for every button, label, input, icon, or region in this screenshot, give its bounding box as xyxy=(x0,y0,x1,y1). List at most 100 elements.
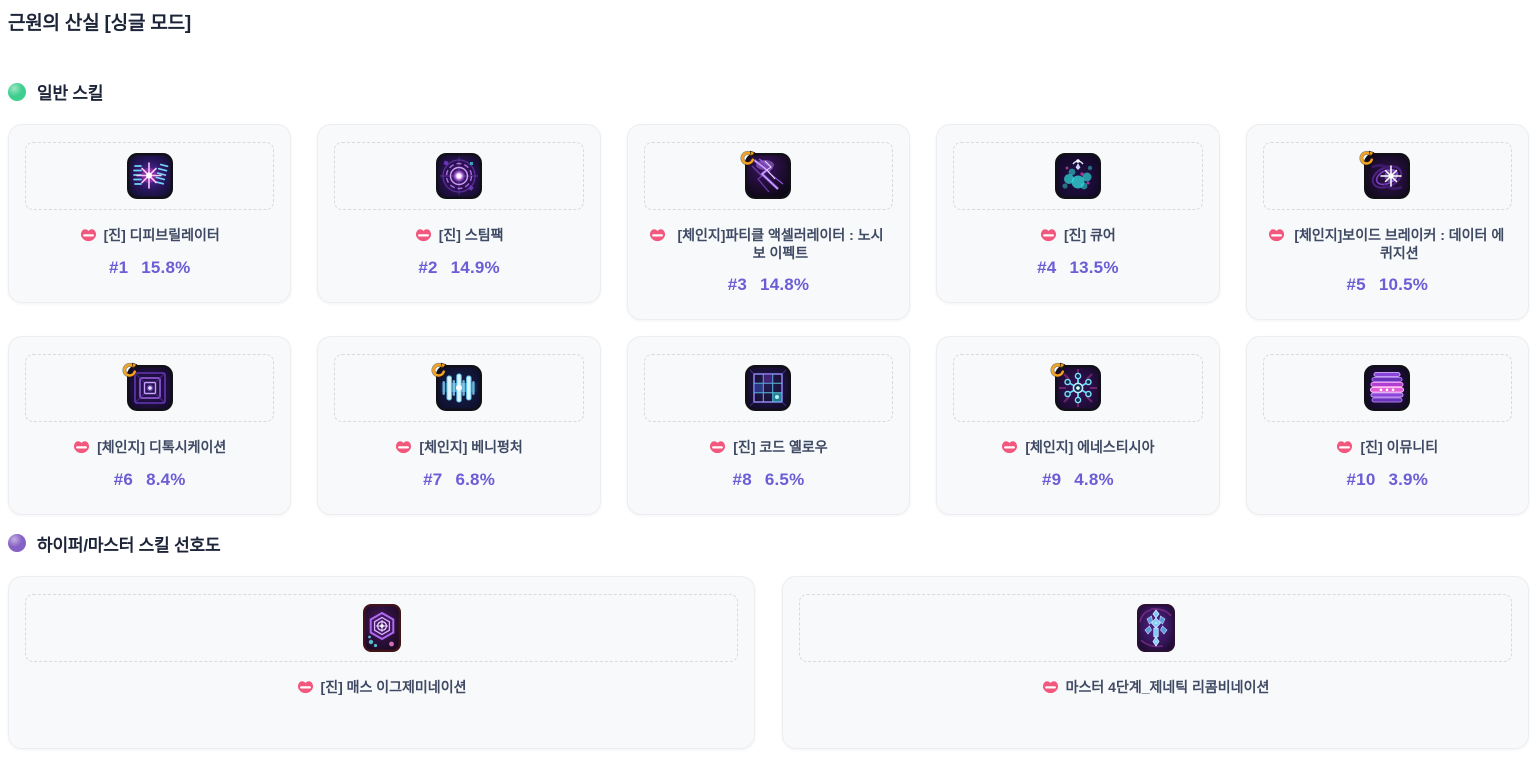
section-header-normal: 일반 스킬 xyxy=(8,79,1529,104)
skill-card: [진] 디피브릴레이터 #1 15.8% xyxy=(8,124,292,303)
rank-percent: 15.8% xyxy=(141,257,191,277)
skill-name-row: [진] 매스 이그제미네이션 xyxy=(25,679,738,697)
skill-name-row: [진] 스팀팩 xyxy=(334,227,583,245)
skill-name: [진] 큐어 xyxy=(1063,227,1116,243)
rank-percent: 3.9% xyxy=(1388,469,1429,489)
skill-icon-frame xyxy=(25,593,738,662)
rank-percent: 13.5% xyxy=(1069,257,1119,277)
rank-number: #4 xyxy=(1037,257,1057,277)
rank-number: #9 xyxy=(1041,469,1062,489)
skill-name: [체인지] 에네스티시아 xyxy=(1025,439,1155,455)
rank-number: #3 xyxy=(727,275,748,294)
venipuncture-icon xyxy=(436,365,483,411)
rank-percent: 10.5% xyxy=(1378,275,1429,294)
skill-name-row: [체인지] 에네스티시아 xyxy=(953,439,1202,457)
skill-name-row: [진] 이뮤니티 xyxy=(1263,439,1512,457)
section-label: 하이퍼/마스터 스킬 선호도 xyxy=(37,535,221,555)
rank-number: #6 xyxy=(113,469,134,489)
lips-icon xyxy=(73,440,90,454)
page-title: 근원의 산실 [싱글 모드] xyxy=(8,13,192,34)
skill-name-row: [체인지] 베니펑처 xyxy=(334,439,583,457)
anesthesia-icon xyxy=(1054,365,1101,411)
skill-card: [체인지] 에네스티시아 #9 4.8% xyxy=(936,336,1220,515)
skill-rank-row: #1 15.8% xyxy=(25,258,274,278)
skill-icon-frame xyxy=(953,354,1203,422)
lips-icon xyxy=(709,440,726,454)
rank-number: #2 xyxy=(418,257,438,277)
section-hyper-master-skills: 하이퍼/마스터 스킬 선호도 [진] 매스 이그제미네이션 마스터 4단계_제네… xyxy=(8,531,1529,749)
lips-icon xyxy=(1040,228,1057,242)
skill-card: [진] 코드 옐로우 #8 6.5% xyxy=(626,336,911,515)
purple-dot-icon xyxy=(8,534,26,552)
void-breaker-icon xyxy=(1364,153,1411,199)
skill-name: [진] 이뮤니티 xyxy=(1360,439,1439,455)
skill-icon-frame xyxy=(1262,354,1512,422)
skill-card: [체인지]파티클 액셀러레이터 : 노시보 이펙트 #3 14.8% xyxy=(626,124,911,320)
change-arrow-icon xyxy=(1359,150,1375,166)
skill-card: [체인지]보이드 브레이커 : 데이터 에퀴지션 #5 10.5% xyxy=(1245,124,1529,320)
skill-card: [진] 매스 이그제미네이션 xyxy=(8,575,755,749)
change-arrow-icon xyxy=(431,362,447,378)
hyper-skill-card-grid: [진] 매스 이그제미네이션 마스터 4단계_제네틱 리콤비네이션 xyxy=(8,575,1529,749)
skill-name: 마스터 4단계_제네틱 리콤비네이션 xyxy=(1065,678,1270,695)
skill-name: [진] 매스 이그제미네이션 xyxy=(320,678,467,695)
skill-name: [체인지]파티클 액셀러레이터 : 노시보 이펙트 xyxy=(677,227,884,261)
lips-icon xyxy=(395,440,412,454)
rank-number: #8 xyxy=(732,469,752,489)
code-yellow-icon xyxy=(745,365,792,411)
lips-icon xyxy=(415,228,432,242)
skill-icon-frame xyxy=(643,142,894,210)
rank-number: #5 xyxy=(1346,275,1366,294)
skill-icon-frame xyxy=(799,593,1512,662)
skill-name: [체인지]보이드 브레이커 : 데이터 에퀴지션 xyxy=(1294,227,1505,261)
skill-icon-frame xyxy=(334,354,584,422)
skill-name-row: [체인지]보이드 브레이커 : 데이터 에퀴지션 xyxy=(1263,227,1512,262)
lips-icon xyxy=(80,228,97,242)
skill-icon-frame xyxy=(953,142,1203,210)
skill-rank-row: #8 6.5% xyxy=(644,470,893,490)
defibrillator-icon xyxy=(126,153,173,199)
skill-rank-row: #5 10.5% xyxy=(1263,275,1512,295)
steampack-icon xyxy=(436,153,483,199)
rank-percent: 14.8% xyxy=(760,275,810,294)
skill-name: [진] 코드 옐로우 xyxy=(733,439,828,455)
skill-rank-row: #2 14.9% xyxy=(334,258,583,278)
skill-name-row: 마스터 4단계_제네틱 리콤비네이션 xyxy=(799,679,1512,697)
rank-percent: 8.4% xyxy=(146,469,186,489)
rank-percent: 6.5% xyxy=(764,469,805,489)
skill-card: [진] 큐어 #4 13.5% xyxy=(936,124,1220,303)
lips-icon xyxy=(1042,680,1059,694)
rank-number: #1 xyxy=(108,257,129,277)
skill-icon-frame xyxy=(25,354,275,422)
skill-card: [체인지] 베니펑처 #7 6.8% xyxy=(317,336,601,515)
section-header-hyper: 하이퍼/마스터 스킬 선호도 xyxy=(8,531,1529,556)
lips-icon xyxy=(297,680,314,694)
skill-rank-row: #4 13.5% xyxy=(953,258,1202,278)
skill-name-row: [체인지]파티클 액셀러레이터 : 노시보 이펙트 xyxy=(644,227,893,262)
change-arrow-icon xyxy=(1050,362,1066,378)
skill-icon-frame xyxy=(643,354,894,422)
skill-name-row: [진] 코드 옐로우 xyxy=(644,439,893,457)
skill-card: [진] 스팀팩 #2 14.9% xyxy=(317,124,601,303)
skill-name-row: [체인지] 디톡시케이션 xyxy=(25,439,274,457)
skill-rank-row: #7 6.8% xyxy=(334,470,583,490)
lips-icon xyxy=(1268,228,1285,242)
skill-name-row: [진] 디피브릴레이터 xyxy=(25,227,274,245)
rank-percent: 14.9% xyxy=(450,257,500,277)
skill-card: [진] 이뮤니티 #10 3.9% xyxy=(1245,336,1529,515)
normal-skill-card-grid: [진] 디피브릴레이터 #1 15.8% [진] 스팀팩 #2 14.9% xyxy=(8,124,1529,515)
rank-number: #10 xyxy=(1346,469,1376,489)
section-normal-skills: 일반 스킬 [진] 디피브릴레이터 #1 15.8% [진] 스팀 xyxy=(8,79,1529,515)
skill-rank-row: #10 3.9% xyxy=(1263,470,1512,490)
skill-rank-row: #3 14.8% xyxy=(644,275,893,295)
rank-percent: 4.8% xyxy=(1074,469,1114,489)
lips-icon xyxy=(1336,440,1353,454)
green-dot-icon xyxy=(8,82,26,101)
rank-percent: 6.8% xyxy=(455,469,496,489)
skill-name: [체인지] 디톡시케이션 xyxy=(97,439,227,455)
skill-card: 마스터 4단계_제네틱 리콤비네이션 xyxy=(782,575,1529,749)
genetic-recombination-icon xyxy=(1136,603,1175,652)
rank-number: #7 xyxy=(423,469,443,489)
skill-icon-frame xyxy=(25,142,275,210)
